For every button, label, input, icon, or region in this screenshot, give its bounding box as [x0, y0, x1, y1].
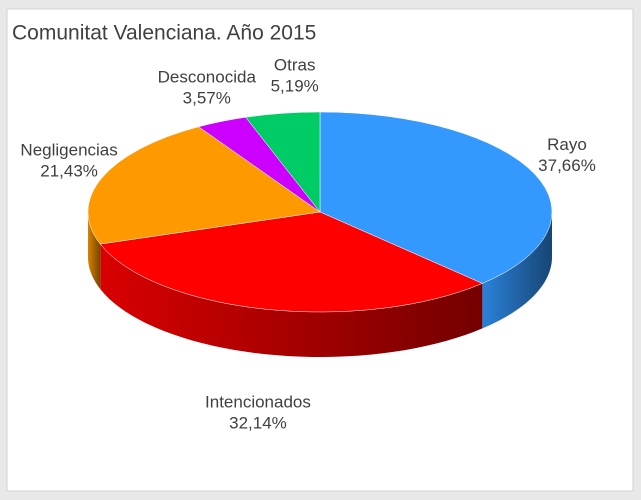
slice — [245, 111, 321, 213]
data-label-name: Negligencias — [20, 140, 117, 159]
slice-side — [100, 244, 483, 357]
slice — [99, 211, 483, 313]
data-label-value: 21,43% — [40, 161, 98, 180]
data-label-name: Otras — [274, 55, 316, 74]
data-label-value: 5,19% — [271, 76, 319, 95]
data-label-name: Rayo — [547, 135, 587, 154]
chart-title: Comunitat Valenciana. Año 2015 — [12, 22, 316, 45]
data-label-value: 32,14% — [229, 413, 287, 432]
slice — [319, 111, 553, 284]
data-label-name: Intencionados — [205, 392, 311, 411]
data-label-name: Desconocida — [158, 68, 257, 87]
slice-side — [482, 212, 552, 329]
data-label-value: 37,66% — [538, 156, 596, 175]
slice — [87, 126, 321, 245]
slice-side — [88, 212, 101, 290]
data-label-value: 3,57% — [183, 89, 231, 108]
